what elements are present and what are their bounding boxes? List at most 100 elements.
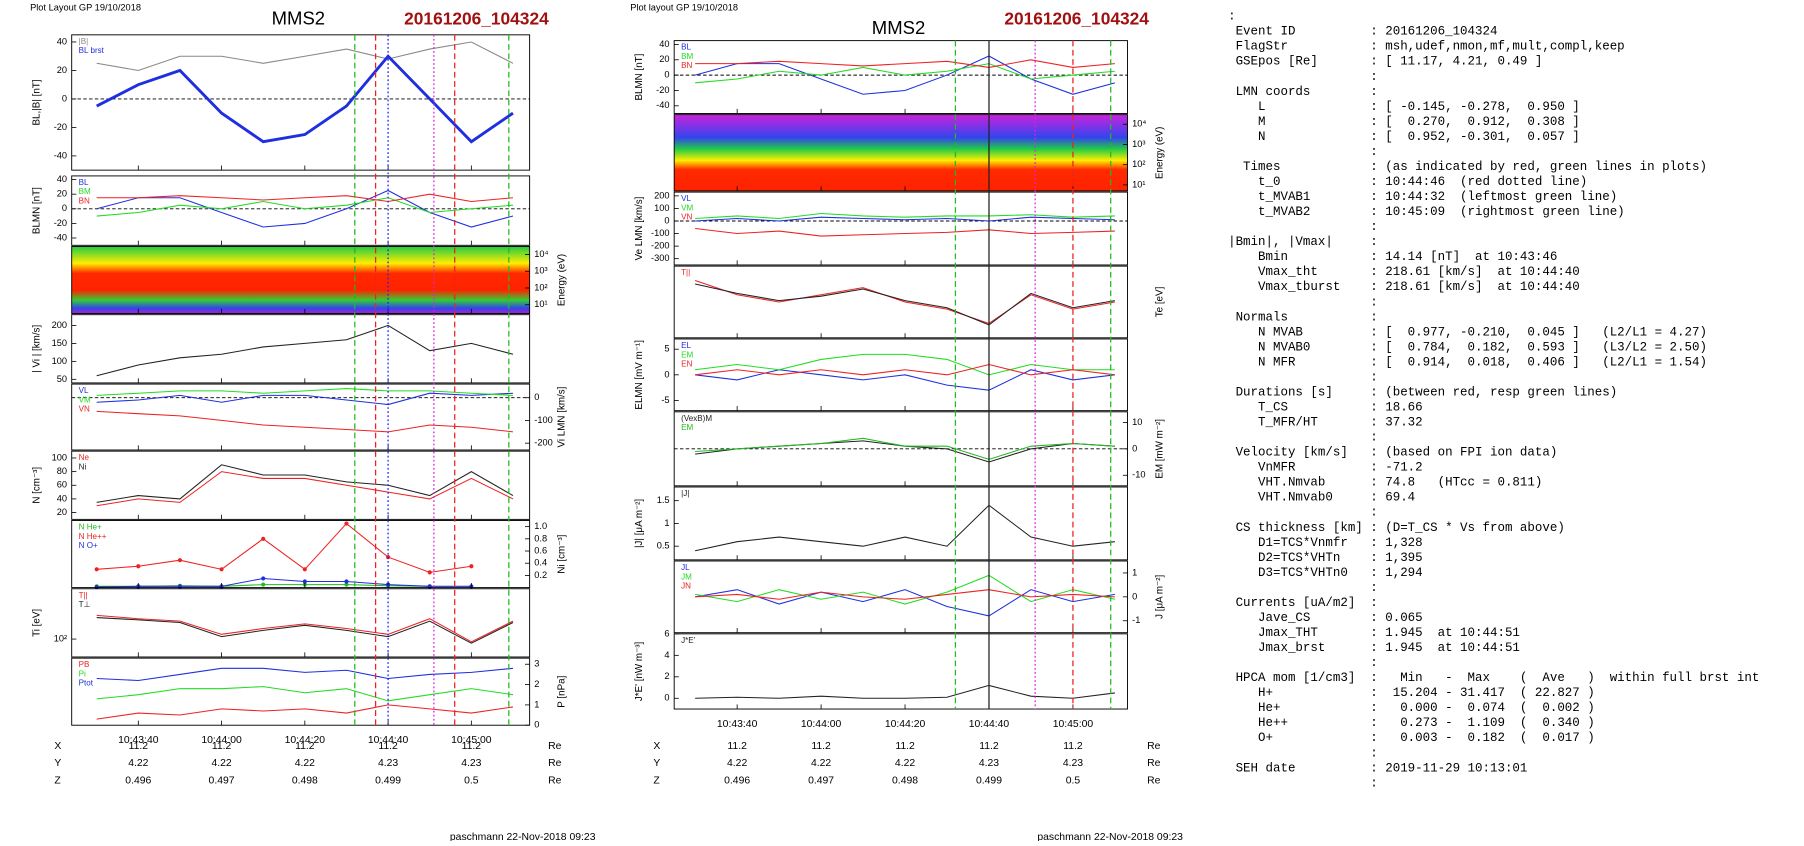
legend-entry: JN <box>681 582 691 591</box>
ephemeris-value: 4.22 <box>727 758 747 769</box>
y-tick-label: 200 <box>52 320 67 330</box>
panel-frame <box>71 588 531 658</box>
legend-entry: Ptot <box>79 679 94 688</box>
series-line <box>96 410 514 433</box>
info-line: O+ : 0.003 - 0.182 ( 0.017 ) <box>1228 731 1595 745</box>
panel-frame <box>673 411 1128 487</box>
data-point <box>94 567 99 572</box>
ephemeris-label: Y <box>54 758 61 769</box>
ephemeris-value: 0.5 <box>1066 775 1081 786</box>
ephemeris-value: 11.2 <box>979 741 999 752</box>
data-point <box>261 536 266 541</box>
data-point <box>302 579 307 584</box>
y-tick-label: 0.2 <box>534 570 547 580</box>
info-line: H+ : 15.204 - 31.417 ( 22.827 ) <box>1228 686 1595 700</box>
series-line <box>96 197 514 217</box>
series-line <box>96 193 514 203</box>
legend-entry: N He++ <box>79 532 107 541</box>
series-line <box>695 437 1115 460</box>
ephemeris-value: 4.22 <box>811 758 831 769</box>
y-tick-label: -5 <box>661 395 669 405</box>
series-line <box>96 388 514 396</box>
panel-frame <box>71 520 531 589</box>
info-line: FlagStr : msh,udef,nmon,mf,mult,compl,ke… <box>1228 40 1625 54</box>
legend-entry: Pi <box>79 669 86 678</box>
panel-frame <box>673 338 1128 412</box>
y-tick-label: 20 <box>57 507 67 517</box>
ephemeris-value: 11.2 <box>811 741 831 752</box>
legend-entry: |B| <box>79 37 89 46</box>
y-tick-label: 40 <box>57 493 67 503</box>
info-line: CS thickness [km] : (D=T_CS * Vs from ab… <box>1228 521 1565 535</box>
y-tick-label: 10¹ <box>1132 179 1145 189</box>
legend-entry: N He+ <box>79 523 102 532</box>
ephemeris-value: 0.496 <box>724 775 750 786</box>
info-line: LMN coords : <box>1228 85 1378 99</box>
y-tick-label: 1 <box>664 518 669 528</box>
footer: paschmann 22-Nov-2018 09:23 <box>450 832 596 841</box>
info-line: Vmax_tburst : 218.61 [km/s] at 10:44:40 <box>1228 280 1580 294</box>
info-line: Currents [uA/m2] : <box>1228 596 1378 610</box>
panel-frame <box>71 245 531 314</box>
y-tick-label: 0 <box>534 720 539 730</box>
info-line: VHT.Nmvab0 : 69.4 <box>1228 491 1415 505</box>
y-tick-label: 40 <box>57 174 67 184</box>
info-line: : <box>1228 70 1378 84</box>
panel-frame <box>71 383 531 451</box>
info-line: L : [ -0.145, -0.278, 0.950 ] <box>1228 100 1580 114</box>
y-axis-label: BL,|B| [nT] <box>32 79 43 125</box>
series-line <box>96 704 514 720</box>
x-tick-label: 10:44:00 <box>801 719 842 730</box>
series-line <box>695 504 1115 552</box>
y-tick-label: 0 <box>1132 443 1137 453</box>
y-tick-label: -40 <box>54 150 67 160</box>
info-line: : <box>1228 295 1378 309</box>
y-tick-label: -100 <box>651 228 670 238</box>
y-axis-label: Energy (eV) <box>557 254 568 306</box>
info-line: N MVAB : [ 0.977, -0.210, 0.045 ] (L2/L1… <box>1228 325 1707 339</box>
info-line: Times : (as indicated by red, green line… <box>1228 160 1707 174</box>
info-line: Durations [s] : (between red, resp green… <box>1228 385 1617 399</box>
ephemeris-value: 4.23 <box>378 758 398 769</box>
info-line: |Bmin|, |Vmax| : <box>1228 235 1378 249</box>
x-tick-label: 10:44:00 <box>201 735 242 746</box>
info-line: D2=TCS*VHTn : 1,395 <box>1228 551 1423 565</box>
series-line <box>96 686 514 702</box>
info-line: Jmax_THT : 1.945 at 10:44:51 <box>1228 626 1520 640</box>
info-line: Bmin : 14.14 [nT] at 10:43:46 <box>1228 250 1557 264</box>
y-tick-label: 50 <box>57 374 67 384</box>
y-tick-label: 0 <box>664 215 669 225</box>
y-tick-label: -20 <box>656 85 669 95</box>
y-axis-label: Ve LMN [km/s] <box>634 196 645 260</box>
layout-title: MMS2 <box>872 17 925 38</box>
info-line: D3=TCS*VHTn0 : 1,294 <box>1228 566 1423 580</box>
y-tick-label: -1 <box>1132 615 1140 625</box>
series-line <box>96 577 472 588</box>
y-tick-label: -200 <box>651 241 670 251</box>
info-line: VHT.Nmvab : 74.8 (HTcc = 0.811) <box>1228 476 1542 490</box>
y-tick-label: 1 <box>1132 567 1137 577</box>
info-line: VnMFR : -71.2 <box>1228 461 1423 475</box>
legend-entry: VM <box>79 395 91 404</box>
y-tick-label: 100 <box>654 203 669 213</box>
ephemeris-unit: Re <box>1147 775 1161 786</box>
legend-entry: BL <box>79 178 89 187</box>
legend-entry: (VexB)M <box>681 414 712 423</box>
y-tick-label: 10⁴ <box>1132 119 1146 129</box>
ephemeris-value: 11.2 <box>295 741 315 752</box>
series-line <box>96 617 514 644</box>
legend-entry: BN <box>79 197 90 206</box>
y-tick-label: 100 <box>52 452 67 462</box>
info-line: T_CS : 18.66 <box>1228 400 1423 414</box>
y-tick-label: -20 <box>54 218 67 228</box>
ephemeris-value: 11.2 <box>378 741 398 752</box>
y-tick-label: 10² <box>54 634 67 644</box>
ephemeris-value: 0.497 <box>808 775 834 786</box>
ephemeris-value: 0.497 <box>209 775 235 786</box>
data-point <box>302 567 307 572</box>
series-line <box>695 63 1115 84</box>
y-axis-label: Ni [cm⁻³] <box>557 534 568 573</box>
info-line: M : [ 0.270, 0.912, 0.308 ] <box>1228 115 1580 129</box>
legend-entry: JL <box>681 563 690 572</box>
